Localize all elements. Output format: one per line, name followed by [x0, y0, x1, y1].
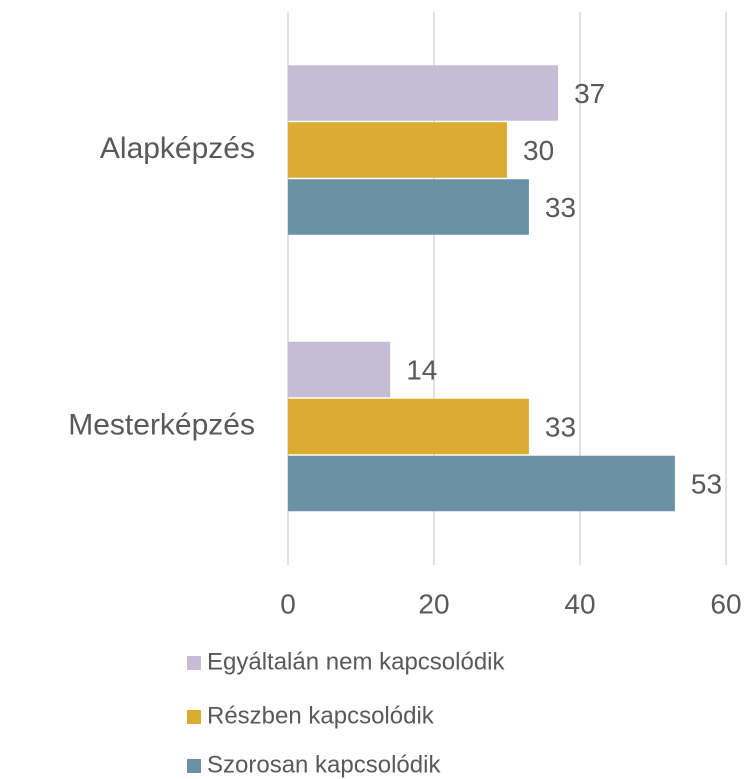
- bar: [288, 341, 391, 398]
- x-tick-label: 0: [280, 588, 296, 619]
- category-label: Mesterképzés: [68, 409, 255, 442]
- bar: [288, 179, 529, 235]
- legend-label: Egyáltalán nem kapcsolódik: [207, 648, 506, 675]
- bar: [288, 65, 559, 121]
- bar: [288, 455, 675, 512]
- x-tick-label: 20: [418, 588, 449, 619]
- bar: [288, 122, 507, 178]
- bar: [288, 398, 529, 455]
- legend-swatch: [187, 656, 201, 670]
- value-label: 30: [523, 135, 554, 166]
- x-tick-label: 60: [710, 588, 741, 619]
- x-tick-label: 40: [564, 588, 595, 619]
- legend-swatch: [187, 710, 201, 724]
- legend-swatch: [187, 759, 201, 773]
- value-label: 33: [545, 412, 576, 443]
- value-label: 33: [545, 192, 576, 223]
- legend-label: Szorosan kapcsolódik: [207, 751, 441, 778]
- value-label: 53: [691, 469, 722, 500]
- legend-label: Részben kapcsolódik: [207, 702, 435, 729]
- value-label: 14: [406, 355, 437, 386]
- value-label: 37: [574, 78, 605, 109]
- category-label: Alapképzés: [100, 132, 255, 165]
